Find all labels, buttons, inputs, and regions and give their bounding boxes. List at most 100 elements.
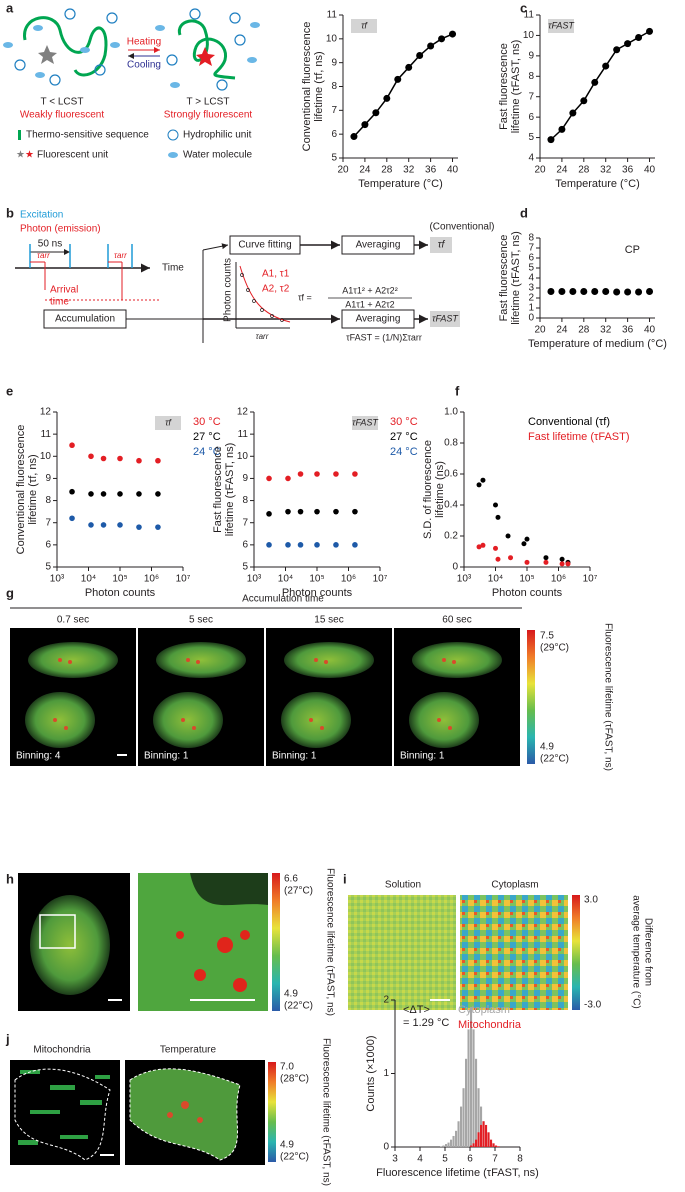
panel-label: i xyxy=(343,871,347,886)
photon-marks xyxy=(30,261,160,301)
point xyxy=(416,52,424,60)
y-tick-label: 3 xyxy=(528,283,534,294)
x-tick-label: 10⁶ xyxy=(341,574,356,585)
x-tick-label: 24 xyxy=(556,325,568,336)
x-tick-label: 10⁵ xyxy=(519,574,534,585)
cooling: Cooling xyxy=(127,60,161,71)
x-tick-label: 28 xyxy=(578,325,590,336)
point xyxy=(136,524,142,530)
point xyxy=(438,35,446,43)
panel-label: d xyxy=(520,205,528,220)
x-axis-label: Photon counts xyxy=(85,587,156,599)
point xyxy=(266,511,272,517)
y-tick-label: 5 xyxy=(528,263,534,274)
y-axis-label: Conventional fluorescence xyxy=(301,22,313,152)
legend-text: Fluorescent unit xyxy=(37,150,108,161)
point xyxy=(383,94,391,102)
point xyxy=(493,545,498,551)
cell xyxy=(129,1068,241,1161)
legend-entry: Conventional (τf) xyxy=(528,416,610,428)
time: 15 sec xyxy=(314,615,343,626)
tarr: τarr xyxy=(37,251,50,260)
panel-label: f xyxy=(455,383,460,398)
point xyxy=(480,542,486,548)
title: Solution xyxy=(385,880,421,891)
point xyxy=(117,455,123,462)
hydrophilic-units xyxy=(14,8,246,91)
bar xyxy=(495,1145,498,1147)
point xyxy=(524,559,530,565)
x-tick-label: 24 xyxy=(359,165,371,176)
point xyxy=(361,121,369,129)
bar xyxy=(485,1124,488,1147)
point xyxy=(266,542,272,548)
curve-fitting: Curve fitting xyxy=(238,240,291,251)
bar xyxy=(445,1144,448,1147)
label-box xyxy=(155,416,181,430)
point xyxy=(580,288,588,295)
roi xyxy=(39,914,76,949)
colorbar-title: Fluorescence lifetime (τFAST, ns) xyxy=(320,1038,331,1186)
y-tick-label: 6 xyxy=(331,129,337,140)
colorbar-label: 4.9 xyxy=(540,742,554,753)
bar xyxy=(475,1139,478,1147)
y-tick-label: 5 xyxy=(528,132,534,143)
bar xyxy=(477,1088,480,1147)
state: T > LCST xyxy=(187,97,230,108)
point xyxy=(88,491,94,497)
background xyxy=(138,873,268,906)
x-tick-label: 40 xyxy=(644,325,656,336)
x-tick-label: 24 xyxy=(556,165,568,176)
bar xyxy=(472,1029,475,1147)
label: τf xyxy=(361,20,368,30)
y-tick-label: 9 xyxy=(528,50,534,61)
legend-key xyxy=(167,129,179,141)
x-axis-label: Temperature (°C) xyxy=(555,178,639,190)
y-tick-label: 12 xyxy=(237,407,249,418)
bar xyxy=(440,1146,443,1147)
x-tick-label: 10³ xyxy=(457,574,472,585)
panel-label: b xyxy=(6,205,14,220)
photon: Photon (emission) xyxy=(20,224,101,235)
y-axis-label: lifetime (τf, ns) xyxy=(27,454,39,524)
y-axis-label: lifetime (ns) xyxy=(434,461,446,518)
y-axis-label: Fast fluorescence xyxy=(498,43,510,130)
y-tick-label: 8 xyxy=(528,233,534,244)
point xyxy=(285,508,291,515)
panel-h: 6.6 (27°C) 4.9 (22°C) Fluorescence lifet… xyxy=(18,868,335,1016)
point xyxy=(136,457,142,464)
point xyxy=(427,42,435,50)
x-tick-label: 6 xyxy=(467,1154,473,1165)
point xyxy=(88,522,94,528)
x-tick-label: 32 xyxy=(600,325,612,336)
x-tick-label: 10⁶ xyxy=(144,574,159,585)
y-tick-label: 9 xyxy=(331,57,337,68)
point xyxy=(591,78,599,86)
colorbar-label: 4.9 xyxy=(284,989,298,1000)
bar xyxy=(475,1058,478,1147)
point xyxy=(285,542,291,548)
point xyxy=(100,491,107,497)
point xyxy=(155,524,161,530)
point xyxy=(495,514,501,520)
annotation: CP xyxy=(625,244,640,256)
point xyxy=(350,133,358,141)
colorbar-label: (29°C) xyxy=(540,643,569,654)
y-tick-label: 12 xyxy=(40,407,52,418)
bar xyxy=(455,1130,458,1147)
point xyxy=(635,33,643,41)
point xyxy=(69,515,75,522)
x-axis-label: Temperature of medium (°C) xyxy=(528,338,667,350)
interval: 50 ns xyxy=(38,239,62,250)
colorbar xyxy=(268,1062,276,1162)
point xyxy=(624,40,632,48)
polymer xyxy=(177,19,236,80)
x-tick-label: 8 xyxy=(517,1154,523,1165)
fit-line xyxy=(353,33,453,138)
point xyxy=(569,288,577,295)
state-desc: Weakly fluorescent xyxy=(20,110,105,121)
bar xyxy=(480,1124,483,1147)
point xyxy=(266,475,272,482)
x-tick-label: 10⁵ xyxy=(112,574,127,585)
bar xyxy=(492,1143,495,1147)
